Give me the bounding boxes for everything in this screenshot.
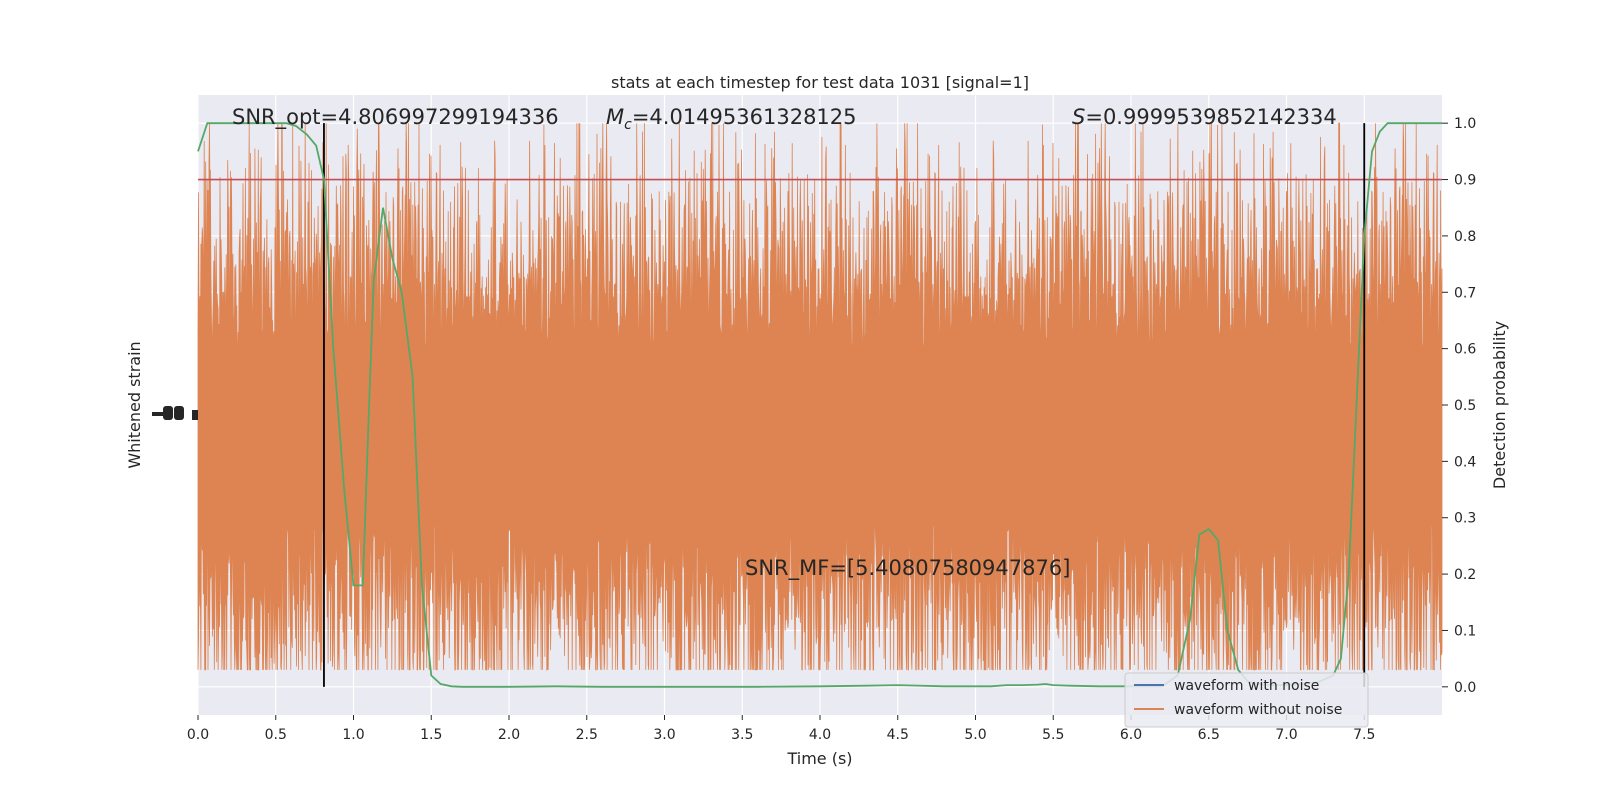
legend: waveform with noise waveform without noi… <box>1124 672 1369 728</box>
legend-box <box>1124 672 1369 728</box>
chirp-mass-annotation: Mc=4.01495361328125 <box>606 105 857 133</box>
x-tick-label-4: 2.0 <box>498 727 520 743</box>
legend-label-with-noise: waveform with noise <box>1174 678 1319 694</box>
score-value: =0.9999539852142334 <box>1085 105 1336 129</box>
right-y-tick-label-7: 0.7 <box>1454 285 1476 301</box>
right-y-axis-label: Detection probability <box>1490 321 1509 489</box>
x-tick-label-11: 5.5 <box>1042 727 1064 743</box>
chart-title: stats at each timestep for test data 103… <box>611 73 1029 92</box>
chirp-mass-subscript: c <box>624 117 632 133</box>
x-tick-label-9: 4.5 <box>887 727 909 743</box>
right-y-tick-label-6: 0.6 <box>1454 342 1476 358</box>
right-y-axis-ticks: 0.0 0.1 0.2 0.3 0.4 0.5 0.6 0.7 0.8 0.9 1.0 <box>1442 116 1476 696</box>
snr-mf-annotation: SNR_MF=[5.40807580947876] <box>745 556 1070 581</box>
right-y-tick-label-3: 0.3 <box>1454 511 1476 527</box>
x-tick-label-5: 2.5 <box>576 727 598 743</box>
x-tick-label-2: 1.0 <box>342 727 364 743</box>
snr-opt-annotation: SNR_opt=4.806997299194336 <box>232 105 559 130</box>
chirp-mass-value: =4.01495361328125 <box>632 105 857 129</box>
x-tick-label-14: 7.0 <box>1275 727 1297 743</box>
left-tick-glyph-2 <box>163 406 173 420</box>
right-y-tick-label-2: 0.2 <box>1454 567 1476 583</box>
left-tick-glyph-1 <box>152 412 166 416</box>
x-tick-label-13: 6.5 <box>1198 727 1220 743</box>
x-tick-label-7: 3.5 <box>731 727 753 743</box>
legend-label-without-noise: waveform without noise <box>1174 702 1342 718</box>
x-tick-label-0: 0.0 <box>187 727 209 743</box>
strain-traces <box>197 122 1443 671</box>
x-tick-label-1: 0.5 <box>265 727 287 743</box>
right-y-tick-label-10: 1.0 <box>1454 116 1476 132</box>
right-y-tick-label-0: 0.0 <box>1454 680 1476 696</box>
right-y-tick-label-8: 0.8 <box>1454 229 1476 245</box>
x-tick-label-8: 4.0 <box>809 727 831 743</box>
right-y-tick-label-9: 0.9 <box>1454 173 1476 189</box>
x-tick-label-15: 7.5 <box>1353 727 1375 743</box>
x-axis-ticks: 0.0 0.5 1.0 1.5 2.0 2.5 3.0 3.5 4.0 4.5 5.0 5.5 6.0 6… <box>187 715 1375 743</box>
right-y-tick-label-1: 0.1 <box>1454 623 1476 639</box>
x-tick-label-10: 5.0 <box>964 727 986 743</box>
right-y-tick-label-5: 0.5 <box>1454 398 1476 414</box>
left-axis-overlapping-ticks <box>152 406 198 420</box>
series-waveform-without-noise <box>197 122 1443 671</box>
x-axis-label: Time (s) <box>786 749 852 768</box>
left-tick-glyph-3 <box>174 406 184 420</box>
score-annotation: S=0.9999539852142334 <box>1072 105 1337 129</box>
x-tick-label-12: 6.0 <box>1120 727 1142 743</box>
x-tick-label-6: 3.0 <box>653 727 675 743</box>
left-tick-glyph-4 <box>192 410 198 420</box>
left-y-axis-label: Whitened strain <box>125 341 144 468</box>
x-tick-label-3: 1.5 <box>420 727 442 743</box>
right-y-tick-label-4: 0.4 <box>1454 454 1476 470</box>
score-symbol: S <box>1072 105 1085 129</box>
overlay-lines <box>198 123 1442 687</box>
chirp-mass-symbol: M <box>606 105 624 129</box>
